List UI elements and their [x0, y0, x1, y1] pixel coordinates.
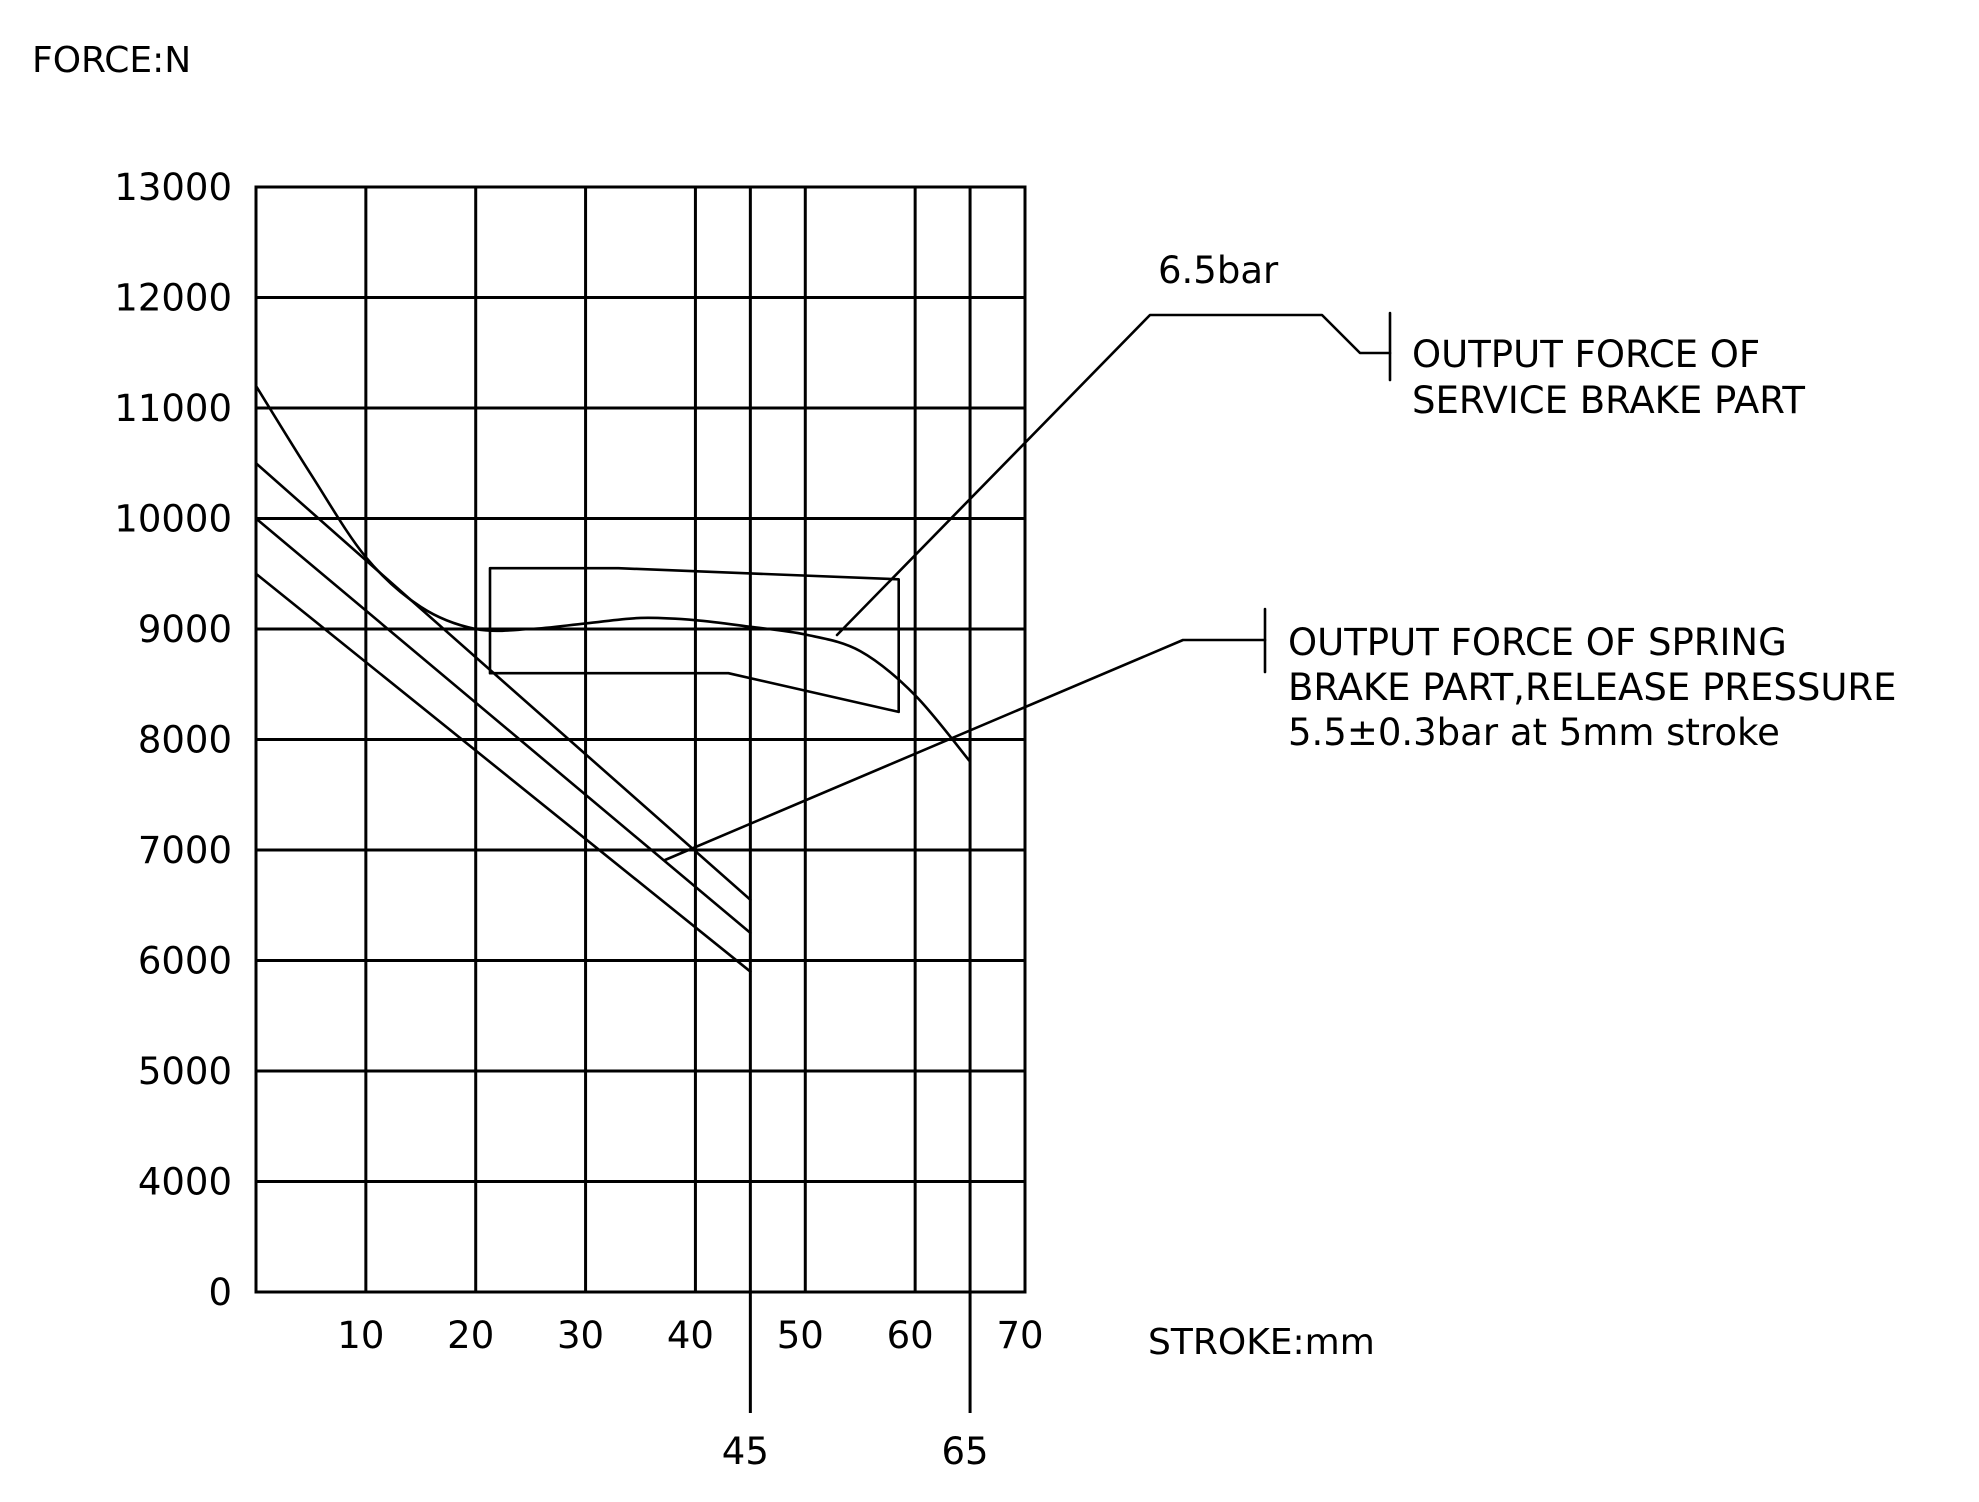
- extra-stroke-marks: [748, 187, 972, 1413]
- x-tick-label: 40: [667, 1314, 714, 1357]
- x-tick-label-below: 65: [942, 1430, 989, 1473]
- x-tick-label: 60: [887, 1314, 934, 1357]
- y-tick-label: 11000: [114, 387, 232, 430]
- leader-line-spring: [663, 638, 1267, 862]
- y-tick-label: 0: [208, 1271, 232, 1314]
- series-line-1: [254, 384, 972, 763]
- y-tick-label: 8000: [138, 719, 232, 762]
- y-tick-label: 5000: [138, 1050, 232, 1093]
- y-tick-label: 12000: [114, 277, 232, 320]
- series-line-3: [254, 517, 752, 935]
- annotation-spring-line-2: BRAKE PART,RELEASE PRESSURE: [1288, 666, 1897, 709]
- x-tick-label: 30: [557, 1314, 604, 1357]
- annotation-service-line-2: SERVICE BRAKE PART: [1412, 379, 1805, 422]
- x-axis-label: STROKE:mm: [1148, 1322, 1375, 1363]
- annotation-spring-line-1: OUTPUT FORCE OF SPRING: [1288, 621, 1787, 664]
- y-tick-label: 6000: [138, 940, 232, 983]
- y-tick-label: 7000: [138, 829, 232, 872]
- y-axis-label: FORCE:N: [32, 40, 191, 81]
- leader-spring-brake: [663, 607, 1267, 862]
- y-tick-labels: 0 4000 5000 6000 7000 8000 9000 10000 11000 12000…: [114, 166, 232, 1314]
- series-line-2: [254, 461, 752, 902]
- x-tick-label: 10: [337, 1314, 384, 1357]
- y-tick-label: 10000: [114, 498, 232, 541]
- y-tick-label: 9000: [138, 608, 232, 651]
- y-tick-label: 13000: [114, 166, 232, 209]
- series-lines: [254, 384, 972, 973]
- x-tick-label: 70: [996, 1314, 1043, 1357]
- series-line-4: [254, 572, 752, 973]
- leader-line-service: [835, 313, 1392, 637]
- x-tick-label-below: 45: [722, 1430, 769, 1473]
- x-tick-label: 50: [777, 1314, 824, 1357]
- x-tick-label: 20: [447, 1314, 494, 1357]
- annotation-spring-line-3: 5.5±0.3bar at 5mm stroke: [1288, 711, 1780, 754]
- x-tick-labels: 10 20 30 40 50 60 70 45 65: [337, 1314, 1043, 1473]
- annotation-6-5bar: 6.5bar: [1158, 249, 1279, 292]
- tolerance-band: [488, 566, 901, 714]
- leader-service-brake: [835, 311, 1392, 637]
- annotation-service-line-1: OUTPUT FORCE OF: [1412, 333, 1760, 376]
- y-tick-label: 4000: [138, 1161, 232, 1204]
- tolerance-band-outline: [488, 566, 901, 714]
- grid: [254, 185, 1027, 1294]
